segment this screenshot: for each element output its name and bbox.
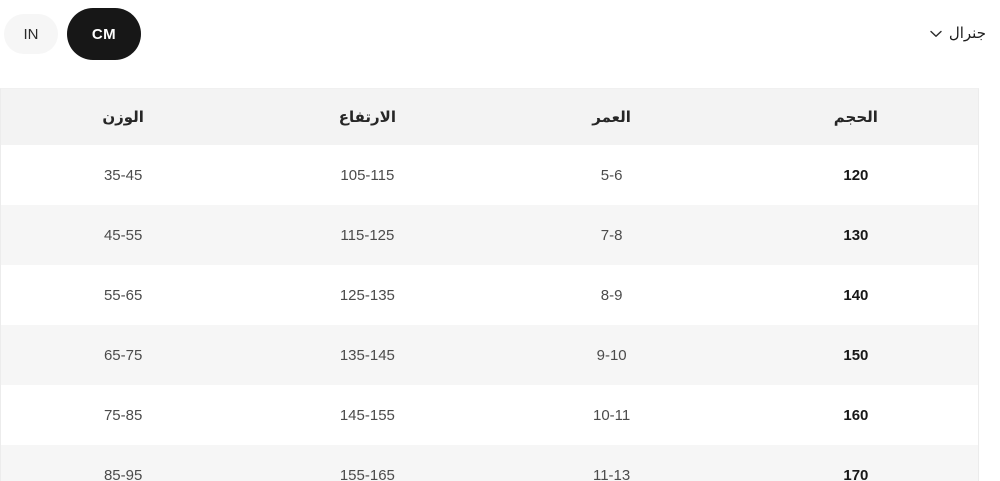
cell-weight: 55-65 (103, 286, 143, 304)
table-row: 120 5-6 105-115 35-45 (1, 145, 978, 205)
cell-size: 140 (843, 286, 869, 304)
column-header-height: الارتفاع (245, 89, 490, 145)
cell-height: 145-155 (339, 406, 395, 424)
cell-age: 9-10 (596, 346, 627, 364)
column-header-size: الحجم (733, 89, 978, 145)
cell-weight: 85-95 (103, 466, 143, 481)
table-row: 170 11-13 155-165 85-95 (1, 445, 978, 481)
size-chart-table: الحجم العمر الارتفاع الوزن 120 5-6 105-115 35-… (1, 89, 978, 481)
category-dropdown-label: جنرال (948, 25, 986, 42)
cell-height: 135-145 (339, 346, 395, 364)
cell-height: 105-115 (340, 166, 395, 184)
cell-weight: 75-85 (103, 406, 143, 424)
unit-cm-button[interactable]: CM (67, 8, 141, 60)
column-header-weight: الوزن (1, 89, 246, 145)
cell-age: 5-6 (600, 166, 623, 184)
table-row: 130 7-8 115-125 45-55 (1, 205, 978, 265)
cell-weight: 35-45 (103, 166, 143, 184)
size-chart-table-container: الحجم العمر الارتفاع الوزن 120 5-6 105-115 35-… (0, 88, 979, 481)
cell-size: 130 (843, 226, 869, 244)
cell-height: 115-125 (340, 226, 395, 244)
category-dropdown[interactable]: جنرال (930, 24, 986, 42)
table-header: الحجم العمر الارتفاع الوزن (1, 89, 978, 145)
chevron-down-icon (930, 30, 942, 38)
cell-weight: 45-55 (103, 226, 143, 244)
cell-age: 7-8 (600, 226, 623, 244)
cell-height: 125-135 (339, 286, 395, 304)
toolbar: IN CM جنرال (0, 0, 1000, 88)
table-body: 120 5-6 105-115 35-45 130 7-8 115-125 45-55 140 8… (1, 145, 978, 481)
cell-size: 160 (843, 406, 869, 424)
table-row: 150 9-10 135-145 65-75 (1, 325, 978, 385)
table-row: 160 10-11 145-155 75-85 (1, 385, 978, 445)
cell-age: 10-11 (592, 406, 631, 424)
cell-size: 170 (843, 466, 869, 481)
cell-age: 8-9 (600, 286, 623, 304)
cell-age: 11-13 (592, 466, 631, 481)
cell-weight: 65-75 (103, 346, 143, 364)
unit-toggle: IN CM (4, 8, 141, 60)
cell-size: 150 (843, 346, 869, 364)
cell-size: 120 (843, 166, 869, 184)
table-row: 140 8-9 125-135 55-65 (1, 265, 978, 325)
column-header-age: العمر (489, 89, 734, 145)
unit-in-button[interactable]: IN (4, 14, 58, 54)
cell-height: 155-165 (339, 466, 395, 481)
table-header-row: الحجم العمر الارتفاع الوزن (1, 89, 978, 145)
